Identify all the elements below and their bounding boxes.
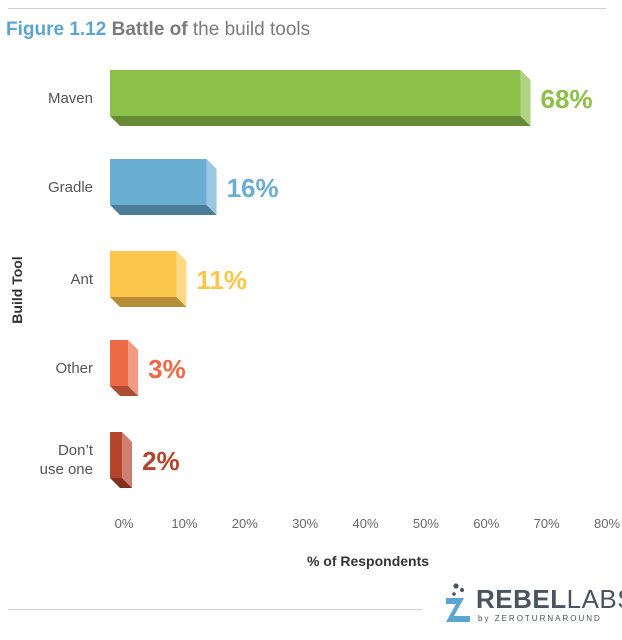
category-label: Other bbox=[55, 360, 93, 377]
logo-byline: by ZEROTURNAROUND bbox=[478, 614, 602, 623]
bar-ant bbox=[110, 251, 187, 307]
bar-don-t-use-one bbox=[110, 432, 133, 488]
x-tick-label: 10% bbox=[171, 516, 197, 531]
bottom-rule bbox=[8, 609, 422, 610]
logo-wordmark: REBELLABS bbox=[476, 586, 622, 612]
category-label: Don’t use one bbox=[40, 442, 94, 478]
x-tick-label: 60% bbox=[473, 516, 499, 531]
x-tick-label: 80% bbox=[594, 516, 620, 531]
x-axis-title: % of Respondents bbox=[307, 553, 429, 569]
bar-gradle bbox=[110, 159, 217, 215]
bar-other bbox=[110, 340, 139, 396]
rebellabs-logo: REBELLABS by ZEROTURNAROUND bbox=[442, 582, 622, 630]
x-tick-label: 20% bbox=[232, 516, 258, 531]
bar-maven bbox=[110, 70, 531, 126]
x-tick-label: 50% bbox=[413, 516, 439, 531]
x-tick-label: 0% bbox=[115, 516, 134, 531]
logo-by: by bbox=[478, 614, 491, 623]
logo-labs: LABS bbox=[566, 584, 622, 614]
figure-title-bold: Battle of bbox=[111, 19, 188, 40]
top-rule bbox=[8, 8, 606, 9]
x-tick-labels: 0% 10% 20% 30% 40% 50% 60% 70% 80% bbox=[115, 516, 621, 531]
x-tick-label: 40% bbox=[352, 516, 378, 531]
data-label: 3% bbox=[148, 354, 186, 384]
data-label: 68% bbox=[541, 84, 593, 114]
figure-number: Figure 1.12 bbox=[6, 19, 107, 40]
category-labels: Maven Gradle Ant Other Don’t use one bbox=[40, 90, 94, 478]
x-tick-label: 30% bbox=[292, 516, 318, 531]
bars-group bbox=[110, 70, 531, 488]
category-label: Gradle bbox=[48, 179, 93, 196]
data-label: 16% bbox=[227, 173, 279, 203]
logo-sub: ZEROTURNAROUND bbox=[494, 614, 602, 623]
figure-title: Figure 1.12 Battle of the build tools bbox=[6, 18, 310, 42]
flask-icon bbox=[446, 583, 470, 622]
figure-title-rest: the build tools bbox=[192, 19, 311, 40]
x-tick-label: 70% bbox=[534, 516, 560, 531]
y-axis-title: Build Tool bbox=[9, 256, 25, 323]
data-labels: 68% 16% 11% 3% 2% bbox=[142, 84, 593, 476]
logo-rebel: REBEL bbox=[476, 584, 567, 614]
category-label: Ant bbox=[70, 271, 93, 288]
category-label: Maven bbox=[48, 90, 93, 107]
data-label: 2% bbox=[142, 446, 180, 476]
data-label: 11% bbox=[196, 265, 247, 295]
